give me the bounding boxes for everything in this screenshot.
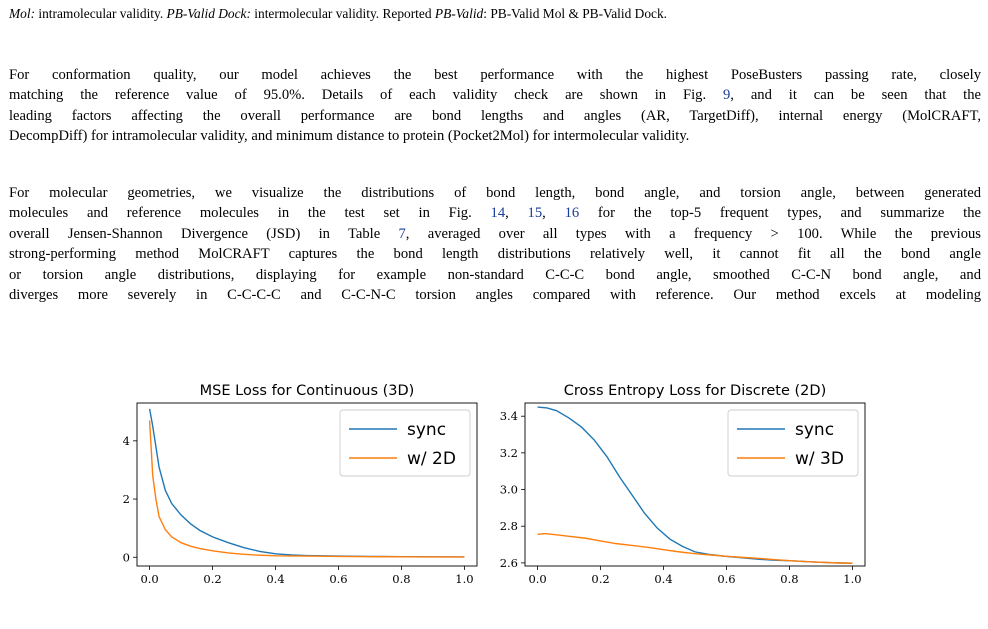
x-tick-label: 0.4: [654, 572, 672, 586]
caption-term-reported: PB-Valid: [434, 6, 484, 21]
text-span: ,: [542, 205, 565, 222]
x-tick-label: 0.0: [528, 572, 546, 586]
text-span: ,: [505, 205, 528, 222]
figure-ref-link[interactable]: 16: [564, 205, 580, 222]
x-tick-label: 0.0: [140, 572, 158, 586]
x-tick-label: 0.6: [329, 572, 347, 586]
plot-frame: [136, 402, 478, 567]
paragraph-line: strong-performing method MolCRAFT captur…: [9, 246, 981, 263]
text-span: molecules and reference molecules in the…: [9, 205, 491, 222]
legend-label: sync: [795, 420, 834, 440]
paragraph-conformation-quality: For conformation quality, our model achi…: [9, 65, 981, 147]
paragraph-line: leading factors affecting the overall pe…: [9, 107, 981, 124]
legend-box: [727, 409, 859, 477]
x-tick-label: 0.8: [392, 572, 410, 586]
x-tick-label: 0.4: [266, 572, 284, 586]
paragraph-line: DecompDiff) for intramolecular validity,…: [9, 128, 690, 145]
caption-desc-reported: : PB-Valid Mol & PB-Valid Dock.: [483, 6, 668, 21]
paragraph-line: For conformation quality, our model achi…: [9, 67, 981, 83]
legend-label: w/ 3D: [795, 449, 844, 469]
legend-label: sync: [407, 420, 446, 440]
figure-ref-link[interactable]: 14: [490, 205, 506, 222]
text-span: overall Jensen-Shannon Divergence (JSD) …: [9, 225, 399, 242]
figure-ref-link[interactable]: 9: [723, 87, 731, 104]
y-tick-label: 3.0: [500, 483, 518, 497]
y-tick-label: 2.6: [500, 556, 518, 570]
caption-term-dock: PB-Valid Dock:: [166, 6, 251, 21]
y-tick-label: 3.4: [500, 409, 518, 423]
x-tick-label: 0.8: [780, 572, 798, 586]
legend-label: w/ 2D: [407, 449, 456, 469]
chart-legend: sync w/ 3D: [727, 409, 859, 477]
paragraph-molecular-geometries: For molecular geometries, we visualize t…: [9, 183, 981, 305]
paragraph-line: For molecular geometries, we visualize t…: [9, 185, 981, 201]
chart-title: MSE Loss for Continuous (3D): [200, 383, 415, 399]
plot-frame: [524, 402, 866, 567]
caption-desc-mol: intramolecular validity.: [35, 6, 167, 21]
chart-title: Cross Entropy Loss for Discrete (2D): [564, 383, 826, 399]
chart-mse-loss: MSE Loss for Continuous (3D) 0.0 0.2 0.4 0.6…: [123, 383, 478, 586]
x-tick-label: 0.2: [591, 572, 609, 586]
figure-ref-link[interactable]: 15: [527, 205, 543, 222]
x-tick-label: 0.2: [203, 572, 221, 586]
text-span: , averaged over all types with a frequen…: [405, 225, 981, 242]
y-tick-label: 0: [123, 550, 130, 564]
y-tick-label: 2: [123, 492, 130, 506]
text-span: , and it can be seen that the: [730, 87, 981, 104]
x-tick-label: 1.0: [843, 572, 861, 586]
text-span: for the top-5 frequent types, and summar…: [579, 205, 981, 222]
y-tick-label: 3.2: [500, 446, 518, 460]
paragraph-line: overall Jensen-Shannon Divergence (JSD) …: [9, 224, 981, 244]
text-span: matching the reference value of 95.0%. D…: [9, 87, 723, 104]
x-tick-label: 1.0: [455, 572, 473, 586]
paragraph-line: or torsion angle distributions, displayi…: [9, 266, 981, 283]
table-caption-tail: Mol: intramolecular validity. PB-Valid D…: [9, 5, 979, 23]
chart-legend: sync w/ 2D: [339, 409, 471, 477]
paragraph-line: diverges more severely in C-C-C-C and C-…: [9, 287, 981, 304]
caption-term-mol: Mol:: [9, 6, 36, 21]
paragraph-line: matching the reference value of 95.0%. D…: [9, 85, 981, 105]
y-tick-label: 2.8: [500, 519, 518, 533]
series-line-ablation: [537, 532, 853, 564]
series-line-ablation: [148, 420, 465, 558]
paragraph-line: molecules and reference molecules in the…: [9, 203, 981, 223]
chart-cross-entropy-loss: Cross Entropy Loss for Discrete (2D) 0.0 0…: [500, 383, 866, 586]
legend-box: [339, 409, 471, 477]
y-tick-label: 4: [123, 434, 130, 448]
caption-desc-dock: intermolecular validity. Reported: [250, 6, 435, 21]
table-ref-link[interactable]: 7: [398, 225, 406, 242]
x-tick-label: 0.6: [717, 572, 735, 586]
